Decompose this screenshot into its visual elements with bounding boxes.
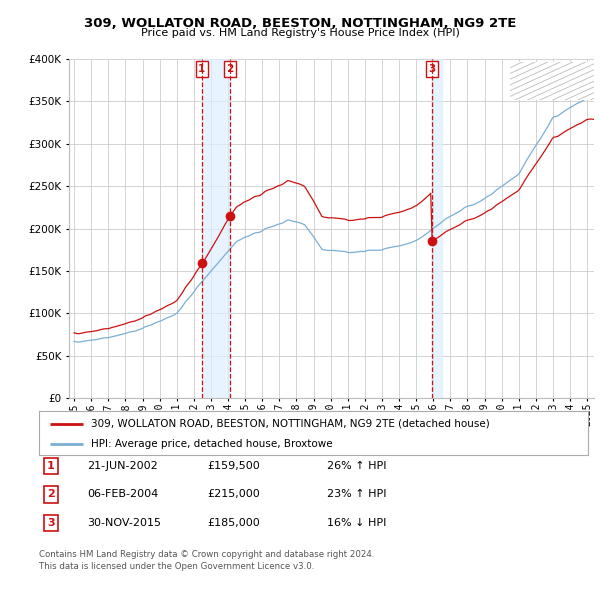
Text: 3: 3 [47, 518, 55, 527]
Text: 1: 1 [198, 64, 205, 74]
Text: 2: 2 [47, 490, 55, 499]
Text: 23% ↑ HPI: 23% ↑ HPI [327, 490, 386, 499]
Text: This data is licensed under the Open Government Licence v3.0.: This data is licensed under the Open Gov… [39, 562, 314, 571]
Text: 309, WOLLATON ROAD, BEESTON, NOTTINGHAM, NG9 2TE (detached house): 309, WOLLATON ROAD, BEESTON, NOTTINGHAM,… [91, 419, 490, 428]
Text: 26% ↑ HPI: 26% ↑ HPI [327, 461, 386, 471]
Text: 309, WOLLATON ROAD, BEESTON, NOTTINGHAM, NG9 2TE: 309, WOLLATON ROAD, BEESTON, NOTTINGHAM,… [84, 17, 516, 30]
Text: £159,500: £159,500 [207, 461, 260, 471]
Text: 2: 2 [226, 64, 233, 74]
Text: 06-FEB-2004: 06-FEB-2004 [87, 490, 158, 499]
Bar [202, 59, 230, 398]
Text: 30-NOV-2015: 30-NOV-2015 [87, 518, 161, 527]
Text: 16% ↓ HPI: 16% ↓ HPI [327, 518, 386, 527]
Text: £215,000: £215,000 [207, 490, 260, 499]
Text: 21-JUN-2002: 21-JUN-2002 [87, 461, 158, 471]
Text: Contains HM Land Registry data © Crown copyright and database right 2024.: Contains HM Land Registry data © Crown c… [39, 550, 374, 559]
Text: 1: 1 [47, 461, 55, 471]
Text: Price paid vs. HM Land Registry's House Price Index (HPI): Price paid vs. HM Land Registry's House … [140, 28, 460, 38]
Text: 3: 3 [428, 64, 436, 74]
Bar [432, 59, 442, 398]
Text: £185,000: £185,000 [207, 518, 260, 527]
Text: HPI: Average price, detached house, Broxtowe: HPI: Average price, detached house, Brox… [91, 440, 333, 450]
